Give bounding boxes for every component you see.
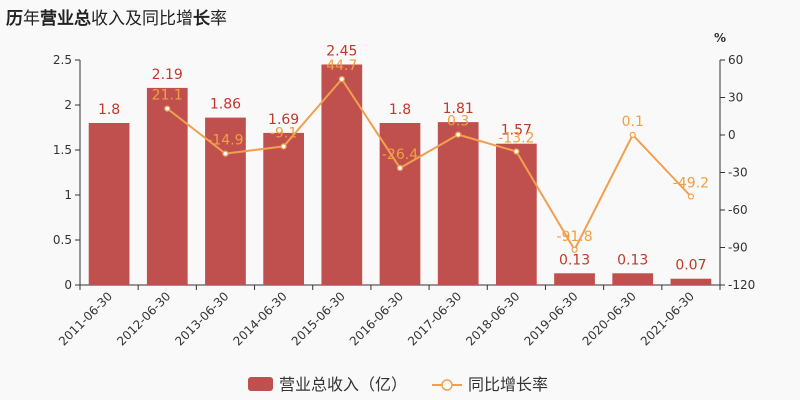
chart-title: 历年营业总收入及同比增长率 xyxy=(6,4,227,29)
growth-point xyxy=(338,76,345,83)
y-right-tick-label: 0 xyxy=(728,128,736,142)
bar-value-label: 0.07 xyxy=(675,258,706,274)
legend-bar-swatch xyxy=(248,377,273,391)
y-left-tick-label: 2 xyxy=(64,98,72,112)
y-right-tick-label: -30 xyxy=(728,166,748,180)
y-left-tick-label: 1 xyxy=(64,188,72,202)
x-tick-label: 2014-06-30 xyxy=(231,289,290,348)
bar-value-label: 1.69 xyxy=(268,112,299,128)
bar xyxy=(321,64,363,285)
growth-point xyxy=(396,164,404,172)
x-tick-label: 2012-06-30 xyxy=(114,289,173,348)
growth-line xyxy=(166,77,692,252)
bar xyxy=(670,278,712,285)
x-tick-label: 2011-06-30 xyxy=(56,289,115,348)
growth-value-label: -91.8 xyxy=(556,229,592,245)
x-tick-label: 2021-06-30 xyxy=(638,289,697,348)
title-part: 收入及同比增 xyxy=(91,9,193,29)
growth-point xyxy=(629,131,636,138)
growth-point xyxy=(687,193,695,200)
y-left-tick-label: 0.5 xyxy=(53,233,72,247)
growth-point xyxy=(513,148,520,155)
x-tick-label: 2018-06-30 xyxy=(463,289,522,348)
bar xyxy=(612,273,654,285)
growth-point xyxy=(222,150,229,157)
growth-value-label: -9.1 xyxy=(270,125,297,141)
growth-value-label: -13.2 xyxy=(498,131,534,147)
growth-point xyxy=(571,246,578,253)
bar xyxy=(437,122,479,285)
x-tick-label: 2020-06-30 xyxy=(580,289,639,348)
title-part: 长 xyxy=(193,9,210,29)
x-tick-label: 2017-06-30 xyxy=(405,289,464,348)
y-left-tick-label: 2.5 xyxy=(53,53,72,67)
bar-value-label: 2.19 xyxy=(152,67,183,83)
x-tick-label: 2013-06-30 xyxy=(172,289,231,348)
growth-point xyxy=(164,105,171,112)
bar-value-label: 2.45 xyxy=(326,44,357,60)
x-tick-label: 2019-06-30 xyxy=(521,289,580,348)
growth-point xyxy=(280,143,287,150)
growth-point xyxy=(455,131,462,138)
bar-value-label: 0.13 xyxy=(559,252,590,268)
y-right-tick-label: -60 xyxy=(728,203,748,217)
legend-line-marker xyxy=(441,379,453,391)
x-tick-label: 2016-06-30 xyxy=(347,289,406,348)
bar-value-label: 1.8 xyxy=(389,102,411,118)
growth-value-label: 44.7 xyxy=(326,58,357,74)
growth-value-label: 21.1 xyxy=(152,88,183,104)
bar xyxy=(379,123,421,285)
bar xyxy=(496,143,537,285)
y-right-axis-label: % xyxy=(714,31,726,45)
bar-value-label: 1.86 xyxy=(210,97,241,113)
legend-line-label: 同比增长率 xyxy=(468,375,548,394)
growth-value-label: -26.4 xyxy=(382,147,418,163)
x-tick-label: 2015-06-30 xyxy=(289,289,348,348)
title-part: 率 xyxy=(210,9,227,29)
legend-bar-label: 营业总收入（亿） xyxy=(279,375,407,394)
bar-value-label: 1.8 xyxy=(98,102,120,118)
growth-value-label: -14.9 xyxy=(207,133,243,149)
y-right-tick-label: 30 xyxy=(728,91,743,105)
bar-value-label: 1.81 xyxy=(443,101,474,117)
y-right-tick-label: -90 xyxy=(728,241,748,255)
y-left-tick-label: 1.5 xyxy=(53,143,72,157)
y-left-tick-label: 0 xyxy=(64,278,72,292)
bar xyxy=(554,273,595,285)
bar xyxy=(263,132,304,285)
bar-value-label: 0.13 xyxy=(617,252,648,268)
title-part: 年 xyxy=(23,9,40,29)
bar xyxy=(146,87,188,286)
bar xyxy=(205,117,246,285)
y-right-tick-label: 60 xyxy=(728,53,743,67)
title-part: 营业总 xyxy=(40,9,91,29)
growth-value-label: 0.1 xyxy=(622,114,644,130)
bar xyxy=(88,123,130,285)
growth-value-label: -49.2 xyxy=(673,176,709,192)
y-right-tick-label: -120 xyxy=(728,278,755,292)
title-part: 历 xyxy=(6,9,23,29)
growth-value-label: 0.3 xyxy=(447,114,469,130)
bar-value-label: 1.57 xyxy=(501,123,532,139)
